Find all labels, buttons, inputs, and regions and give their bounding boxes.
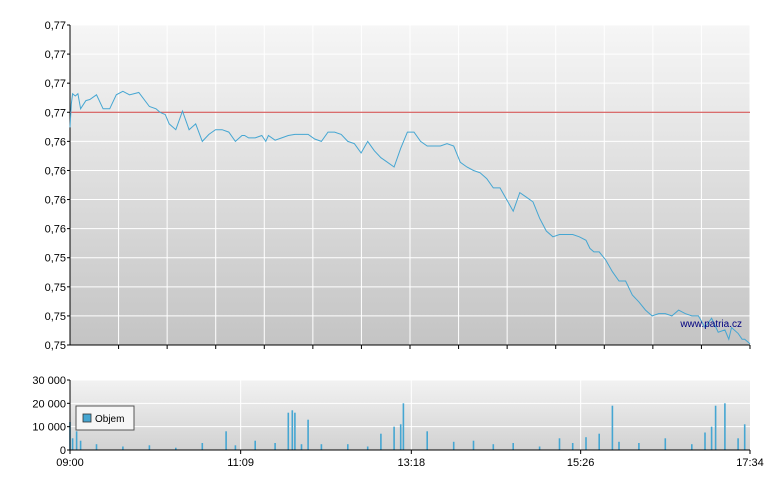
volume-bar <box>274 443 276 450</box>
price-y-tick-label: 0,75 <box>45 311 66 323</box>
volume-bar <box>571 443 574 450</box>
volume-bar <box>558 438 561 450</box>
volume-bar <box>254 440 256 450</box>
volume-y-tick-label: 30 000 <box>32 375 66 387</box>
volume-bar <box>611 405 614 450</box>
volume-bar <box>366 446 369 450</box>
volume-bar <box>294 412 296 450</box>
price-y-tick-label: 0,75 <box>45 253 66 265</box>
volume-y-tick-label: 0 <box>60 445 66 457</box>
volume-x-tick-label: 11:09 <box>227 457 254 469</box>
volume-bar <box>664 438 667 450</box>
volume-bar <box>234 445 237 450</box>
volume-x-tick-label: 09:00 <box>56 457 84 469</box>
volume-bar <box>347 444 349 450</box>
price-y-tick-label: 0,75 <box>45 340 66 352</box>
price-gridlines <box>70 24 751 346</box>
volume-bar <box>714 405 717 450</box>
volume-bar <box>585 437 587 450</box>
price-y-tick-label: 0,77 <box>45 107 66 119</box>
price-x-tick-marks <box>118 345 751 349</box>
volume-bar <box>492 444 495 450</box>
volume-bar <box>724 403 726 450</box>
volume-bar <box>472 440 475 450</box>
volume-bar <box>75 431 78 450</box>
volume-gridlines <box>70 379 750 451</box>
volume-legend: Objem <box>75 405 135 431</box>
price-y-tick-label: 0,77 <box>45 78 66 90</box>
volume-bar <box>512 443 514 450</box>
volume-bar <box>95 444 98 450</box>
volume-bar <box>538 446 541 450</box>
volume-bar <box>399 424 402 450</box>
price-y-tick-label: 0,76 <box>45 165 66 177</box>
volume-x-tick-label: 15:26 <box>567 457 595 469</box>
price-y-tick-label: 0,76 <box>45 224 66 236</box>
volume-bar <box>618 441 620 450</box>
volume-bar <box>426 431 428 450</box>
volume-bar <box>320 444 323 450</box>
volume-bar <box>452 441 455 450</box>
price-y-tick-label: 0,75 <box>45 282 66 294</box>
volume-bar <box>175 447 177 450</box>
volume-y-tick-label: 20 000 <box>32 398 66 410</box>
volume-bar <box>148 445 151 450</box>
price-y-tick-labels: 0,77 0,77 0,77 0,77 0,76 0,76 0,76 0,76 0,75 0,75… <box>45 20 70 352</box>
volume-bar <box>393 426 395 450</box>
volume-bar <box>380 433 382 450</box>
price-y-tick-label: 0,76 <box>45 136 66 148</box>
legend-swatch <box>82 413 92 423</box>
price-y-tick-label: 0,76 <box>45 195 66 207</box>
volume-bar <box>287 412 290 450</box>
volume-bar <box>710 426 713 450</box>
volume-bar <box>638 443 640 450</box>
volume-bar <box>307 419 309 450</box>
volume-bar <box>737 438 739 450</box>
volume-x-tick-label: 17:34 <box>736 457 764 469</box>
volume-bar <box>743 424 746 450</box>
volume-y-tick-labels: 30 000 20 000 10 000 0 <box>32 375 70 457</box>
volume-bar <box>79 440 82 450</box>
volume-bar <box>201 443 204 450</box>
volume-y-tick-label: 10 000 <box>32 422 66 434</box>
price-y-tick-label: 0,77 <box>45 20 66 32</box>
price-series-line <box>69 90 751 345</box>
volume-bar <box>71 438 74 450</box>
volume-bar <box>704 432 706 450</box>
volume-x-tick-labels: 09:00 11:09 13:18 15:26 17:34 <box>56 450 764 469</box>
volume-plot-area <box>70 380 750 450</box>
watermark-text: www.patria.cz <box>679 319 742 330</box>
volume-bar <box>598 433 600 450</box>
volume-bar <box>291 410 294 450</box>
volume-bar <box>300 444 303 450</box>
volume-bar <box>122 446 124 450</box>
volume-x-tick-label: 13:18 <box>398 457 426 469</box>
volume-bar <box>225 431 227 450</box>
legend-label: Objem <box>95 414 124 425</box>
volume-bar <box>402 403 405 450</box>
price-y-tick-label: 0,77 <box>45 49 66 61</box>
volume-bar <box>691 444 693 450</box>
